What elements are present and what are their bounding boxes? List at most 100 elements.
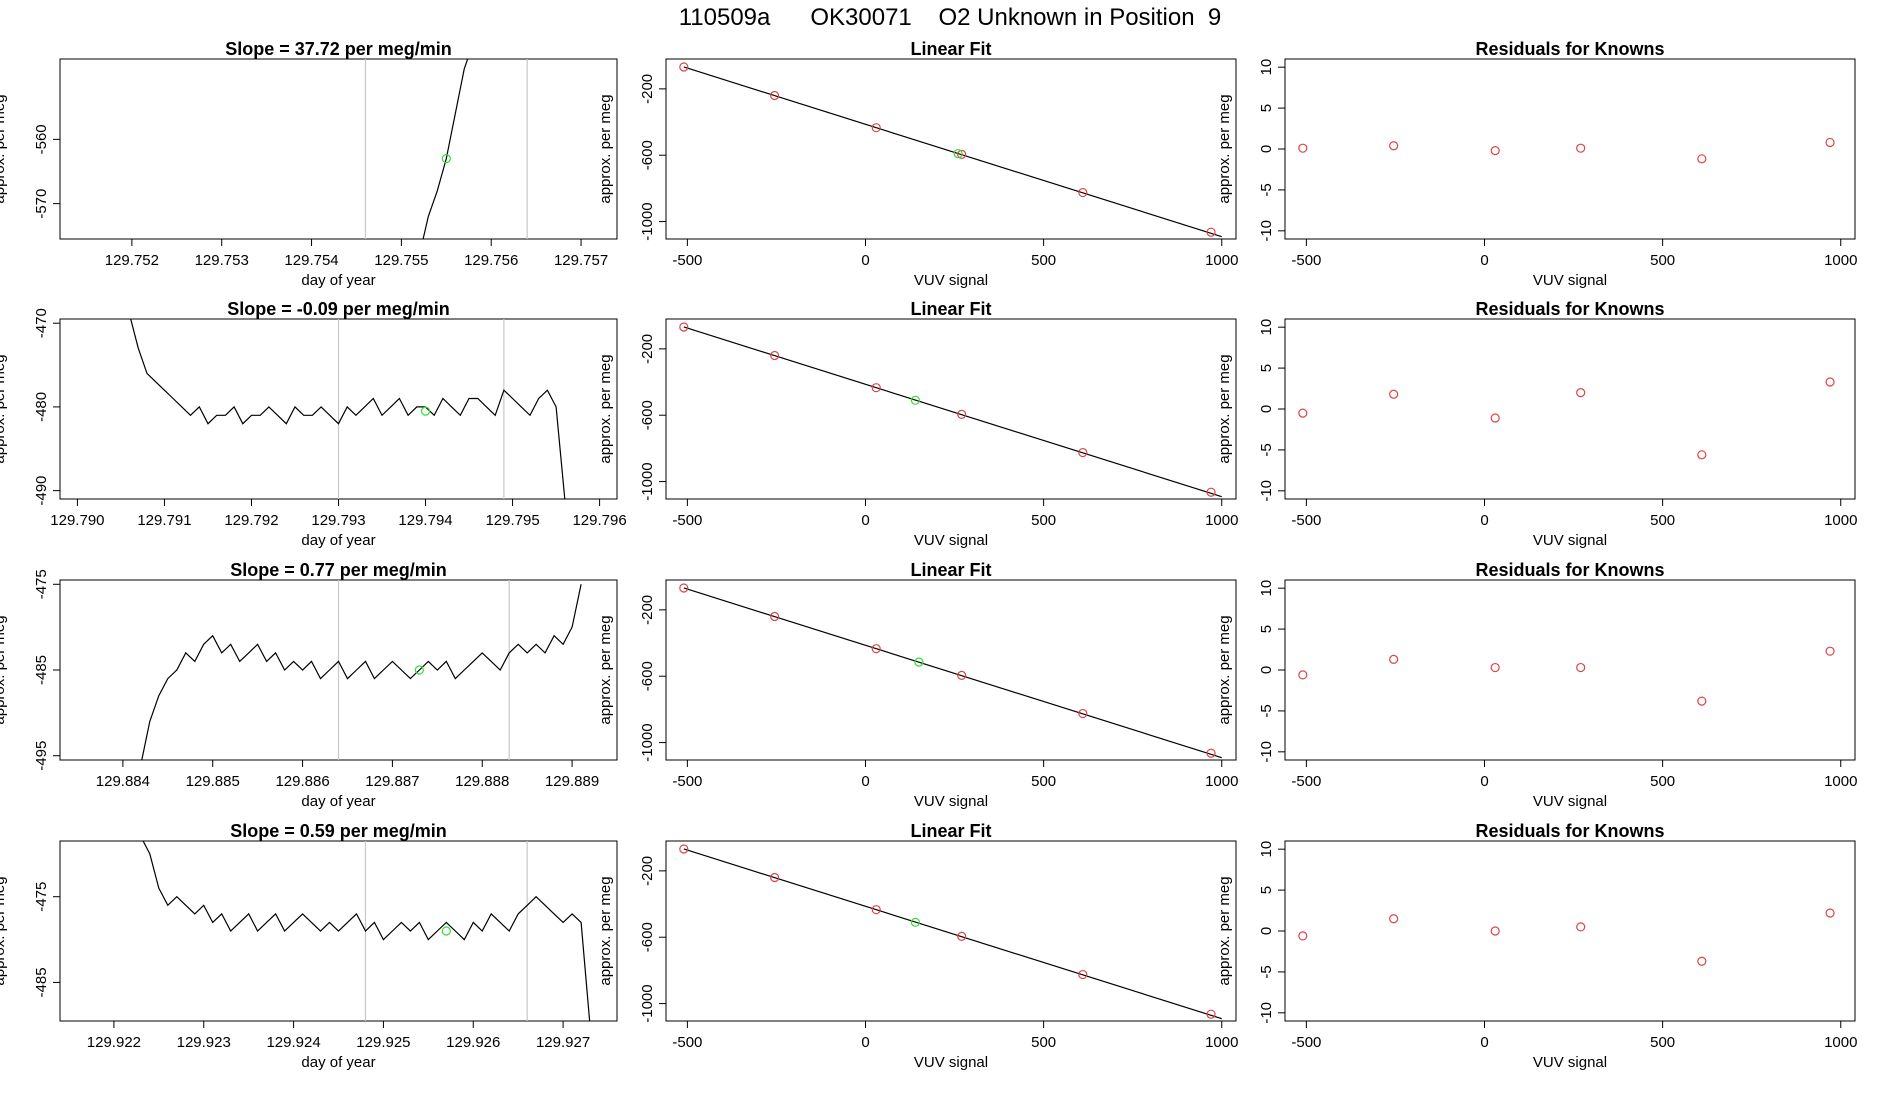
panel-5-x-tick-label: 500 [1031,512,1056,529]
panel-3-y-tick-label: -475 [33,882,50,912]
panel-5-y-tick-label: -1000 [639,462,656,500]
panel-9-plot-frame [1284,318,1856,500]
panel-8-x-tick-label: 1000 [1824,252,1857,269]
panel-10-plot-frame [1284,579,1856,761]
panel-9-y-tick-label: 0 [1258,405,1275,413]
panel-4-known-point [770,90,780,101]
panel-5-y-tick-label: -200 [639,334,656,364]
panel-5-x-tick-label: -500 [672,512,702,529]
panel-3-x-tick-label: 129.927 [536,1034,590,1051]
panel-3-title: Slope = 0.59 per meg/min [230,821,447,841]
panel-2-x-tick-label: 129.886 [275,773,329,790]
panel-8-plot-frame [1284,58,1856,240]
panel-1-y-axis-label: approx. per meg [0,354,8,463]
panel-3-y-axis-label: approx. per meg [0,876,8,985]
panel-1-title: Slope = -0.09 per meg/min [227,299,450,319]
panel-9-y-tick-label: -10 [1258,480,1275,502]
panel-5-known-point [1206,487,1216,497]
panel-1-data-series-line [130,319,566,499]
panel-10-residual-point [1697,696,1707,706]
panel-7-x-tick-label: 1000 [1205,1034,1238,1051]
panel-0-x-tick-label: 129.757 [554,252,608,269]
panel-2-x-tick-label: 129.889 [545,773,599,790]
panel-8-residual-point [1490,146,1500,156]
panel-9-residual-point [1825,377,1835,387]
panel-0-plot-frame [59,58,618,240]
panel-9-x-axis-label: VUV signal [1533,532,1607,549]
panel-9-x-tick-label: 500 [1650,512,1675,529]
panel-1-x-tick-label: 129.793 [311,512,365,529]
panel-6-title: Linear Fit [910,560,991,580]
panel-7-known-point [770,872,780,883]
panel-2-x-tick-label: 129.887 [365,773,419,790]
panel-9-y-tick-label: 5 [1258,364,1275,372]
panel-2-data-series-line [141,584,582,760]
panel-1-x-axis-label: day of year [301,532,375,549]
panel-8-y-tick-label: 10 [1258,59,1275,76]
panel-9-title: Residuals for Knowns [1475,299,1664,319]
panel-7-x-tick-label: 500 [1031,1034,1056,1051]
panel-8-x-tick-label: 500 [1650,252,1675,269]
panel-3-x-axis-label: day of year [301,1054,375,1071]
panel-5-known-point [679,322,689,332]
panel-4-known-point [679,62,689,72]
panel-0-unknown-point [441,154,451,164]
panel-2-y-tick-label: -495 [33,741,50,771]
panel-3-x-tick-label: 129.923 [177,1034,231,1051]
panel-11-residual-point [1389,914,1399,924]
panel-9-y-tick-label: -5 [1258,443,1275,456]
panel-0-y-axis-label: approx. per meg [0,94,8,203]
panel-1-y-tick-label: -480 [33,392,50,422]
panel-8-residual-point [1825,137,1835,148]
panel-2-unknown-point [414,665,424,675]
panel-2-y-tick-label: -485 [33,655,50,685]
panel-7-known-point [1206,1009,1216,1019]
panel-5-plot-frame [665,318,1237,500]
panel-2-y-tick-label: -475 [33,569,50,599]
panel-3-plot-frame [59,840,618,1022]
panel-10-residual-point [1490,662,1500,673]
panel-7-known-point [679,844,689,854]
panel-5-y-axis-label: approx. per meg [597,354,614,463]
panel-11-title: Residuals for Knowns [1475,821,1664,841]
panel-8-x-tick-label: -500 [1291,252,1321,269]
panel-5-y-tick-label: -600 [639,400,656,430]
panel-10-y-tick-label: -10 [1258,741,1275,763]
panel-2-x-tick-label: 129.884 [96,773,150,790]
panel-8-y-tick-label: 0 [1258,145,1275,153]
panel-3-x-tick-label: 129.922 [87,1034,141,1051]
panel-2-x-tick-label: 129.888 [455,773,509,790]
panel-6-known-point [1206,748,1216,758]
panel-4-y-tick-label: -200 [639,74,656,104]
panel-5-known-point [770,350,780,361]
panel-8-x-tick-label: 0 [1480,252,1488,269]
panel-3-y-tick-label: -485 [33,967,50,997]
panel-11-y-tick-label: -5 [1258,965,1275,978]
panel-9-x-tick-label: 1000 [1824,512,1857,529]
panel-11-y-tick-label: 0 [1258,927,1275,935]
panel-10-residual-point [1825,646,1835,656]
panel-4-x-axis-label: VUV signal [914,272,988,289]
panel-8-y-axis-label: approx. per meg [1216,94,1233,203]
panel-5-x-tick-label: 1000 [1205,512,1238,529]
panel-4-known-point [957,149,967,159]
panel-0-x-tick-label: 129.754 [284,252,338,269]
panel-2-title: Slope = 0.77 per meg/min [230,560,447,580]
panel-0-x-tick-label: 129.756 [464,252,518,269]
panel-9-residual-point [1298,408,1308,418]
panel-7-y-tick-label: -200 [639,856,656,886]
panel-8-x-axis-label: VUV signal [1533,272,1607,289]
panel-6-known-point [679,583,689,593]
panel-9-residual-point [1576,388,1586,398]
panel-9-y-tick-label: 10 [1258,319,1275,336]
panel-2-x-axis-label: day of year [301,793,375,810]
panel-6-plot-frame [665,579,1237,761]
panel-7-fit-line [683,848,1222,1020]
panel-4-x-tick-label: -500 [672,252,702,269]
panel-5-x-axis-label: VUV signal [914,532,988,549]
panel-1-x-tick-label: 129.794 [398,512,452,529]
panel-9-residual-point [1389,389,1399,399]
panel-6-unknown-point [914,657,924,667]
panel-7-known-point [1078,969,1088,980]
panel-4-title: Linear Fit [910,39,991,59]
